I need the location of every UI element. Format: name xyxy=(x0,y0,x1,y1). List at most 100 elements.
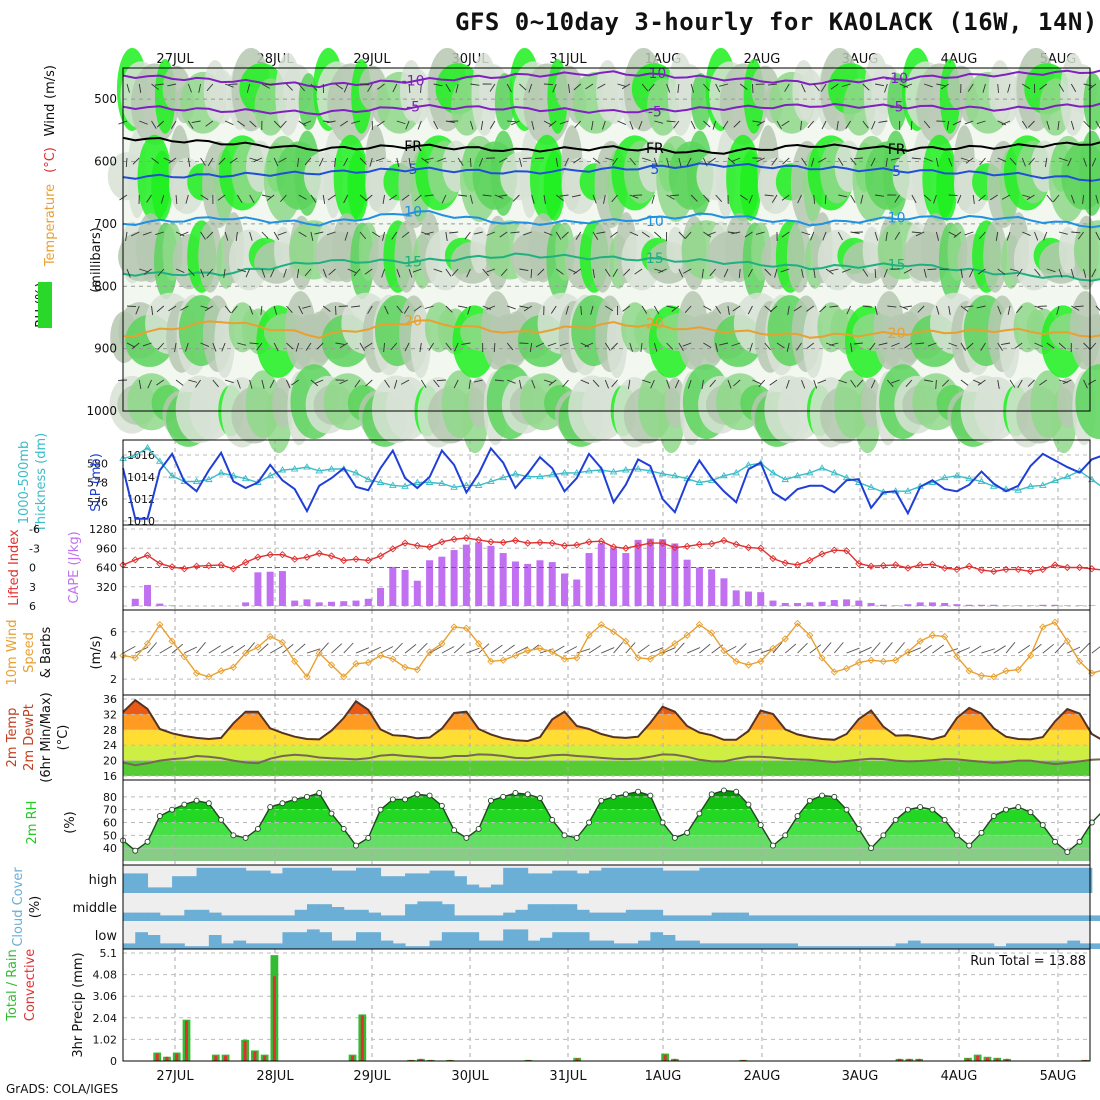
upper-wind-barb xyxy=(885,157,888,167)
cloud-level-label: high xyxy=(89,873,117,888)
upper-wind-barb xyxy=(739,194,748,201)
rh-band xyxy=(123,835,1090,849)
precip-unit-label: 3hr Precip (mm) xyxy=(71,952,86,1057)
wind-speed-line-marker xyxy=(1014,666,1022,674)
lifted-index-line-marker xyxy=(487,538,495,546)
upper-wind-barb xyxy=(752,83,754,94)
upper-wind-barb xyxy=(548,379,557,386)
rh-line-marker xyxy=(635,788,642,795)
cloud-bar-middle xyxy=(834,915,848,921)
upper-wind-barb xyxy=(486,231,496,236)
value-tick-label: 2 xyxy=(110,673,117,686)
upper-wind-barb xyxy=(781,231,790,238)
date-label-bottom: 28JUL xyxy=(256,1069,294,1084)
upper-wind-barb xyxy=(641,379,651,384)
cloud-bar-high xyxy=(184,876,198,893)
temp-band xyxy=(123,700,1090,715)
upper-wind-barb xyxy=(997,157,1007,163)
lifted-index-line-marker xyxy=(953,565,961,574)
lifted-index-line-marker xyxy=(1063,563,1071,572)
upper-wind-barb xyxy=(1046,268,1056,273)
upper-wind-barb xyxy=(850,157,857,166)
isotherm-label: 20 xyxy=(404,314,422,330)
cloud-bar-low xyxy=(1091,943,1100,949)
upper-wind-barb xyxy=(1034,231,1039,241)
upper-wind-barb xyxy=(719,83,729,87)
cloud-bar-low xyxy=(601,940,615,949)
upper-wind-barb xyxy=(1016,268,1023,277)
cloud-bar-low xyxy=(1006,943,1019,949)
upper-wind-barb xyxy=(249,231,253,241)
precip-convective-bar xyxy=(907,1058,911,1061)
cloud-bar-middle xyxy=(748,915,762,921)
cloud-bar-high xyxy=(920,867,933,893)
thickness-axis-label: Thickness (dm) xyxy=(34,433,49,533)
cape-bar xyxy=(1076,605,1084,606)
lifted-index-line-marker xyxy=(781,559,789,567)
upper-wind-barb xyxy=(353,268,361,277)
upper-wind-barb xyxy=(758,379,766,388)
upper-wind-barb xyxy=(769,305,778,313)
cloud-bar-high xyxy=(1079,867,1093,893)
wind-speed-line-marker xyxy=(511,651,520,660)
precip-convective-bar xyxy=(575,1058,579,1061)
wind-speed-line-marker xyxy=(744,661,753,669)
wind-barb xyxy=(1079,642,1090,654)
upper-wind-barb xyxy=(845,120,851,129)
upper-wind-barb xyxy=(960,379,969,386)
upper-wind-barb xyxy=(654,231,662,239)
cape-bar xyxy=(401,569,409,606)
rh-line-marker xyxy=(966,842,973,849)
upper-wind-barb xyxy=(206,268,214,277)
precip-tick-label: 5.1 xyxy=(100,947,118,960)
upper-wind-barb xyxy=(382,194,385,204)
upper-wind-barb xyxy=(396,305,403,314)
cloud-bar-high xyxy=(454,876,467,893)
lifted-index-line-marker xyxy=(180,565,188,573)
rh-line-marker xyxy=(757,822,764,829)
lifted-index-line-marker xyxy=(1051,561,1059,569)
upper-wind-barb xyxy=(1046,120,1050,130)
upper-wind-barb xyxy=(764,194,774,197)
upper-wind-barb xyxy=(343,194,349,204)
rh-shade xyxy=(274,226,293,274)
lifted-index-line-marker xyxy=(622,544,630,552)
rh-line-marker xyxy=(647,792,654,799)
cloud-bar-middle xyxy=(294,909,308,921)
thickness-line-marker xyxy=(1014,486,1023,493)
wind-barb xyxy=(233,644,246,654)
slp-axis-label: SLP (mb) xyxy=(89,453,104,512)
upper-wind-barb xyxy=(507,120,517,123)
isotherm-label: 10 xyxy=(888,211,906,227)
upper-wind-barb xyxy=(543,83,553,86)
precip-convective-bar xyxy=(175,1053,179,1061)
rh-line-marker xyxy=(1027,809,1034,816)
thickness-line-marker xyxy=(205,475,213,483)
lifted-index-line-marker xyxy=(732,540,740,549)
thickness-line-marker xyxy=(1026,482,1035,489)
upper-wind-barb xyxy=(727,379,732,389)
cape-tick-label: 320 xyxy=(96,581,117,594)
cloud-bar-high xyxy=(319,867,332,893)
cloud-bar-middle xyxy=(1079,915,1093,921)
upper-wind-barb xyxy=(819,305,827,313)
upper-wind-barb xyxy=(147,379,152,389)
upper-wind-barb xyxy=(801,379,806,389)
lifted-index-tick-label: 0 xyxy=(29,562,36,575)
upper-wind-barb xyxy=(286,83,294,91)
upper-wind-barb xyxy=(747,305,753,315)
cape-bar xyxy=(291,600,299,606)
upper-wind-barb xyxy=(467,305,471,315)
upper-wind-barb xyxy=(850,231,860,234)
lifted-index-line-marker xyxy=(916,561,924,569)
cloud-bar-low xyxy=(1067,940,1081,949)
rh-line-marker xyxy=(537,795,543,802)
upper-wind-barb xyxy=(822,231,827,241)
upper-wind-barb xyxy=(156,305,165,313)
upper-wind-barb xyxy=(519,379,522,389)
lifted-index-line-marker xyxy=(695,540,704,549)
upper-wind-barb xyxy=(555,194,564,201)
upper-wind-barb xyxy=(960,157,970,162)
wind-speed-line-marker xyxy=(609,628,618,636)
